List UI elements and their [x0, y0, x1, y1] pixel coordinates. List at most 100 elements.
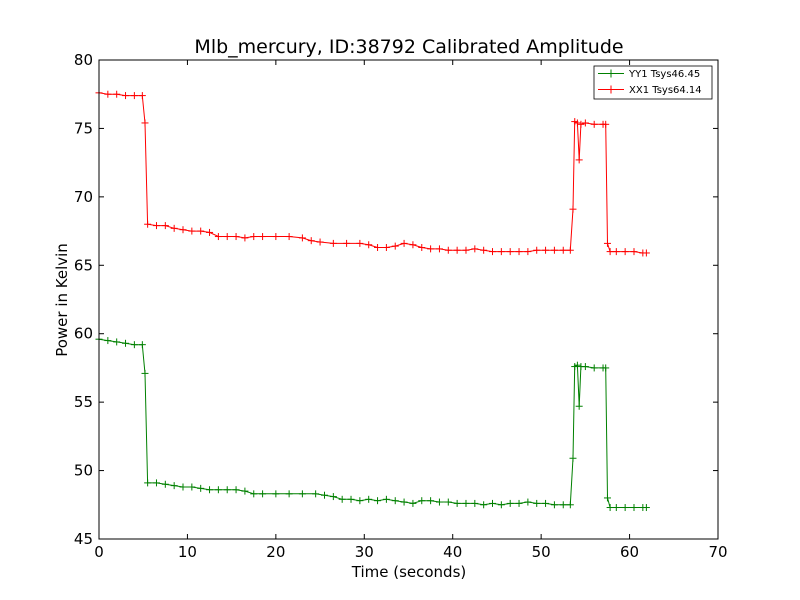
legend-entry-yy1: YY1 Tsys46.45: [598, 69, 700, 80]
data-point: [515, 248, 523, 256]
data-point: [138, 341, 146, 349]
y-tick-label: 55: [74, 393, 93, 411]
data-point: [206, 228, 214, 236]
data-point: [214, 486, 222, 494]
data-point: [298, 234, 306, 242]
data-point: [581, 119, 589, 127]
data-point: [259, 233, 267, 241]
x-tick-label: 20: [266, 543, 285, 561]
data-point: [312, 490, 320, 498]
x-tick-label: 30: [355, 543, 374, 561]
data-point: [506, 499, 514, 507]
y-tick-label: 45: [74, 530, 93, 548]
x-tick-label: 60: [620, 543, 639, 561]
data-point: [480, 246, 488, 254]
series-xx1: [95, 89, 650, 257]
data-point: [250, 490, 258, 498]
x-axis-label: Time (seconds): [351, 563, 467, 581]
data-point: [343, 239, 351, 247]
data-point: [603, 494, 611, 502]
x-tick-label: 50: [532, 543, 551, 561]
data-point: [316, 238, 324, 246]
data-point: [497, 248, 505, 256]
data-point: [188, 483, 196, 491]
data-point: [232, 233, 240, 241]
data-point: [427, 497, 435, 505]
data-point: [542, 499, 550, 507]
chart-title: Mlb_mercury, ID:38792 Calibrated Amplitu…: [194, 36, 623, 58]
data-point: [122, 92, 130, 100]
data-point: [307, 237, 315, 245]
legend: YY1 Tsys46.45 XX1 Tsys64.14: [593, 65, 713, 100]
x-tick-label: 10: [178, 543, 197, 561]
data-point: [581, 363, 589, 371]
data-point: [418, 497, 426, 505]
data-point: [453, 246, 461, 254]
data-point: [161, 222, 169, 230]
data-point: [250, 233, 258, 241]
data-point: [550, 246, 558, 254]
data-point: [621, 248, 629, 256]
data-point: [606, 248, 614, 256]
data-point: [232, 486, 240, 494]
data-point: [542, 246, 550, 254]
data-point: [462, 246, 470, 254]
data-point: [130, 341, 138, 349]
y-axis-label: Power in Kelvin: [53, 243, 71, 357]
legend-label-xx1: XX1 Tsys64.14: [629, 85, 702, 96]
data-point: [480, 501, 488, 509]
data-point: [365, 241, 373, 249]
x-tick-label: 0: [94, 543, 104, 561]
data-point: [206, 486, 214, 494]
data-point: [590, 120, 598, 128]
data-point: [606, 504, 614, 512]
data-point: [524, 248, 532, 256]
data-point: [575, 402, 583, 410]
data-point: [104, 337, 112, 345]
data-point: [603, 239, 611, 247]
data-point: [338, 495, 346, 503]
data-point: [356, 239, 364, 247]
data-point: [559, 246, 567, 254]
data-point: [566, 246, 574, 254]
series-line-xx1: [98, 92, 647, 254]
data-point: [298, 490, 306, 498]
data-point: [347, 495, 355, 503]
legend-label-yy1: YY1 Tsys46.45: [628, 69, 700, 80]
data-point: [144, 220, 152, 228]
data-point: [285, 490, 293, 498]
data-point: [642, 249, 650, 257]
legend-box: [593, 65, 713, 100]
data-point: [602, 364, 610, 372]
data-point: [285, 233, 293, 241]
data-point: [141, 119, 149, 127]
data-point: [152, 222, 160, 230]
data-point: [391, 497, 399, 505]
data-point: [515, 499, 523, 507]
axis-ticks: 0 10 20 30 40 50 60 70 45 50 55 60 65 70 75 80: [74, 51, 728, 561]
data-point: [559, 501, 567, 509]
data-point: [418, 243, 426, 251]
data-point: [138, 92, 146, 100]
x-tick-label: 40: [443, 543, 462, 561]
data-point: [382, 243, 390, 251]
data-point: [391, 242, 399, 250]
data-point: [329, 493, 337, 501]
data-point: [506, 248, 514, 256]
data-point: [272, 490, 280, 498]
data-point: [113, 90, 121, 98]
data-point: [489, 499, 497, 507]
legend-entry-xx1: XX1 Tsys64.14: [598, 85, 702, 96]
data-point: [104, 90, 112, 98]
data-point: [161, 480, 169, 488]
data-point: [197, 484, 205, 492]
data-point: [113, 338, 121, 346]
data-point: [577, 120, 585, 128]
data-point: [444, 498, 452, 506]
data-point: [497, 501, 505, 509]
data-point: [141, 369, 149, 377]
data-point: [612, 504, 620, 512]
data-point: [320, 491, 328, 499]
data-point: [575, 156, 583, 164]
